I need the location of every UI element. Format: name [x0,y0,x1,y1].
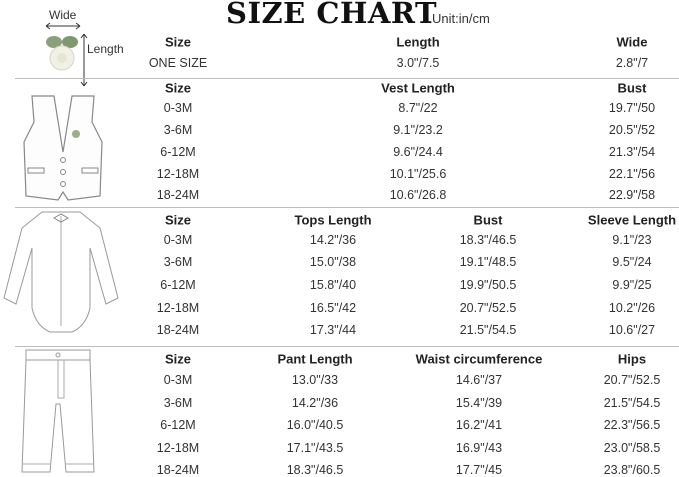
bodysuit-column-header: Sleeve Length [587,212,677,228]
bodysuit-table-cell: 19.1"/48.5 [459,255,517,269]
bodysuit-table-cell: 9.5"/24 [612,255,652,269]
pants-table-cell: 22.3"/56.5 [603,418,661,432]
vest-table-cell: 21.3"/54 [608,145,656,159]
divider [15,346,679,347]
vest-table-cell: 22.9"/58 [608,188,656,202]
pants-table-cell: 16.0"/40.5 [286,418,344,432]
pants-table-cell: 17.7"/45 [455,463,503,477]
unit-label: Unit:in/cm [432,11,490,26]
pants-table-cell: 23.0"/58.5 [603,441,661,455]
pants-table-cell: 6-12M [160,418,196,432]
pants-table-cell: 18.3"/46.5 [286,463,344,477]
bodysuit-table-cell: 10.6"/27 [608,323,656,337]
vest-table-cell: 0-3M [163,101,193,115]
pants-column-header: Waist circumference [415,351,543,367]
bodysuit-table-cell: 6-12M [160,278,196,292]
bodysuit-table-cell: 0-3M [163,233,193,247]
pants-table-cell: 16.9"/43 [455,441,503,455]
bodysuit-table-cell: 18-24M [156,323,200,337]
corsage-table-cell: ONE SIZE [148,56,208,70]
corsage-length-label: Length [87,42,124,56]
bodysuit-table-cell: 19.9"/50.5 [459,278,517,292]
pants-table-cell: 15.4"/39 [455,396,503,410]
bodysuit-column-header: Bust [473,212,503,228]
vest-table-cell: 10.1"/25.6 [389,167,447,181]
bodysuit-table-cell: 20.7"/52.5 [459,301,517,315]
pants-icon [21,349,95,473]
corsage-table-cell: 2.8"/7 [615,56,649,70]
bodysuit-table-cell: 16.5"/42 [309,301,357,315]
bodysuit-table-cell: 17.3"/44 [309,323,357,337]
corsage-column-header: Wide [616,34,648,50]
pants-table-cell: 13.0"/33 [291,373,339,387]
pants-table-cell: 16.2"/41 [455,418,503,432]
pants-table-cell: 23.8"/60.5 [603,463,661,477]
pants-column-header: Pant Length [277,351,353,367]
vest-table-cell: 9.1"/23.2 [393,123,443,137]
vest-table-cell: 3-6M [163,123,193,137]
bodysuit-icon [3,211,119,333]
vest-table-cell: 22.1"/56 [608,167,656,181]
bodysuit-table-cell: 9.1"/23 [612,233,652,247]
vest-table-cell: 6-12M [160,145,196,159]
vest-table-cell: 19.7"/50 [608,101,656,115]
vest-column-header: Size [164,80,192,96]
pants-table-cell: 17.1"/43.5 [286,441,344,455]
vest-table-cell: 8.7"/22 [398,101,438,115]
corsage-column-header: Size [164,34,192,50]
bodysuit-table-cell: 3-6M [163,255,193,269]
corsage-icon [45,22,88,87]
pants-table-cell: 12-18M [156,441,200,455]
bodysuit-table-cell: 12-18M [156,301,200,315]
vest-table-cell: 9.6"/24.4 [393,145,443,159]
pants-column-header: Hips [617,351,647,367]
vest-table-cell: 18-24M [156,188,200,202]
divider [15,207,679,208]
bodysuit-table-cell: 15.8"/40 [309,278,357,292]
vest-table-cell: 20.5"/52 [608,123,656,137]
corsage-wide-label: Wide [49,8,77,22]
pants-table-cell: 20.7"/52.5 [603,373,661,387]
bodysuit-table-cell: 9.9"/25 [612,278,652,292]
bodysuit-table-cell: 10.2"/26 [608,301,656,315]
pants-table-cell: 14.6"/37 [455,373,503,387]
corsage-table-cell: 3.0"/7.5 [396,56,440,70]
vest-table-cell: 10.6"/26.8 [389,188,447,202]
pants-table-cell: 18-24M [156,463,200,477]
vest-table-cell: 12-18M [156,167,200,181]
divider [15,78,679,79]
page-title: SIZE CHART [226,0,438,30]
vest-icon [23,95,103,201]
bodysuit-table-cell: 18.3"/46.5 [459,233,517,247]
bodysuit-table-cell: 14.2"/36 [309,233,357,247]
pants-table-cell: 21.5"/54.5 [603,396,661,410]
pants-column-header: Size [164,351,192,367]
bodysuit-column-header: Size [164,212,192,228]
bodysuit-column-header: Tops Length [294,212,372,228]
vest-column-header: Bust [617,80,647,96]
vest-column-header: Vest Length [381,80,455,96]
pants-table-cell: 3-6M [163,396,193,410]
bodysuit-table-cell: 15.0"/38 [309,255,357,269]
pants-table-cell: 14.2"/36 [291,396,339,410]
bodysuit-table-cell: 21.5"/54.5 [459,323,517,337]
corsage-column-header: Length [396,34,440,50]
pants-table-cell: 0-3M [163,373,193,387]
